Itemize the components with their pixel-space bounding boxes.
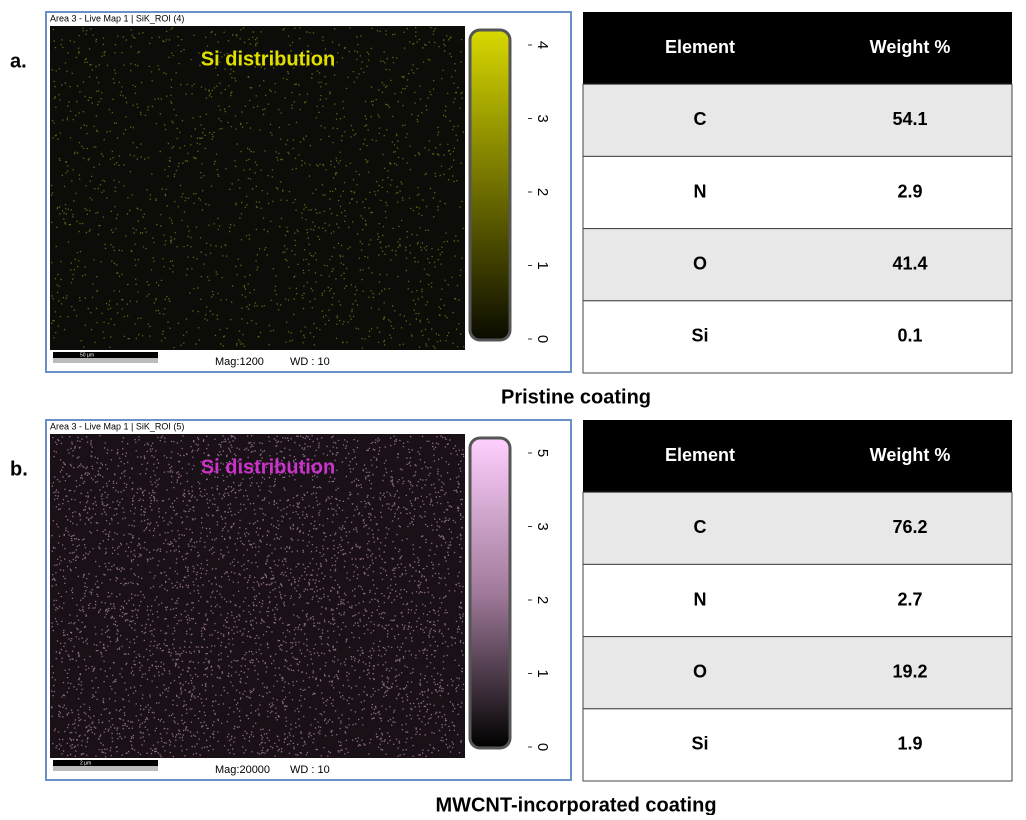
map-header: Area 3 - Live Map 1 | SiK_ROI (4) [50, 13, 184, 23]
panel-label: a. [10, 50, 27, 72]
page: a. Area 3 - Live Map 1 | SiK_ROI (4) Si di… [0, 0, 1026, 820]
magnification: Mag:1200 [215, 356, 264, 368]
table-cell: C [694, 517, 707, 537]
magnification: Mag:20000 [215, 764, 270, 776]
table-cell: O [693, 253, 707, 273]
scale-bar-base [53, 358, 158, 363]
table-row [583, 301, 1012, 373]
colorbar [470, 438, 510, 748]
scale-bar-label: 50 µm [80, 352, 94, 358]
colorbar-tick-label: 0 [534, 335, 551, 343]
colorbar-tick-label: 4 [534, 41, 551, 49]
table-cell: Si [691, 326, 708, 346]
colorbar-tick-label: 2 [534, 596, 551, 604]
table-cell: C [694, 109, 707, 129]
table-cell: 19.2 [892, 661, 927, 681]
figure: a. Area 3 - Live Map 1 | SiK_ROI (4) Si di… [0, 0, 1026, 815]
table-row [583, 709, 1012, 781]
colorbar-tick-label: 0 [534, 743, 551, 751]
colorbar-tick-label: 3 [534, 522, 551, 530]
scale-bar-base [53, 766, 158, 771]
table-cell: 2.9 [897, 181, 922, 201]
scale-bar [53, 352, 158, 358]
table-header-cell: Weight % [870, 37, 951, 57]
scale-bar-label: 2 µm [80, 760, 91, 766]
scale-bar [53, 760, 158, 766]
map-title: Si distribution [201, 456, 335, 478]
colorbar-tick-label: 5 [534, 449, 551, 457]
table-cell: 0.1 [897, 326, 922, 346]
table-cell: 2.7 [897, 589, 922, 609]
table-row [583, 229, 1012, 301]
table-header-cell: Element [665, 445, 735, 465]
table-cell: N [694, 589, 707, 609]
colorbar [470, 30, 510, 340]
panel-label: b. [10, 458, 28, 480]
table-header-cell: Element [665, 37, 735, 57]
map-image [50, 26, 465, 350]
colorbar-tick-label: 1 [534, 669, 551, 677]
colorbar-tick-label: 3 [534, 114, 551, 122]
table-cell: N [694, 181, 707, 201]
table-header-cell: Weight % [870, 445, 951, 465]
table-cell: 76.2 [892, 517, 927, 537]
table-row [583, 156, 1012, 228]
table-cell: 1.9 [897, 734, 922, 754]
map-title: Si distribution [201, 48, 335, 70]
table-cell: Si [691, 734, 708, 754]
table-row [583, 637, 1012, 709]
table-cell: 54.1 [892, 109, 927, 129]
colorbar-tick-label: 1 [534, 261, 551, 269]
table-cell: 41.4 [892, 253, 927, 273]
colorbar-tick-label: 2 [534, 188, 551, 196]
table-row [583, 564, 1012, 636]
table-row [583, 84, 1012, 156]
working-distance: WD : 10 [290, 764, 330, 776]
panel-caption: MWCNT-incorporated coating [435, 794, 716, 815]
table-row [583, 492, 1012, 564]
panel-caption: Pristine coating [501, 386, 651, 408]
working-distance: WD : 10 [290, 356, 330, 368]
table-cell: O [693, 661, 707, 681]
map-header: Area 3 - Live Map 1 | SiK_ROI (5) [50, 421, 184, 431]
